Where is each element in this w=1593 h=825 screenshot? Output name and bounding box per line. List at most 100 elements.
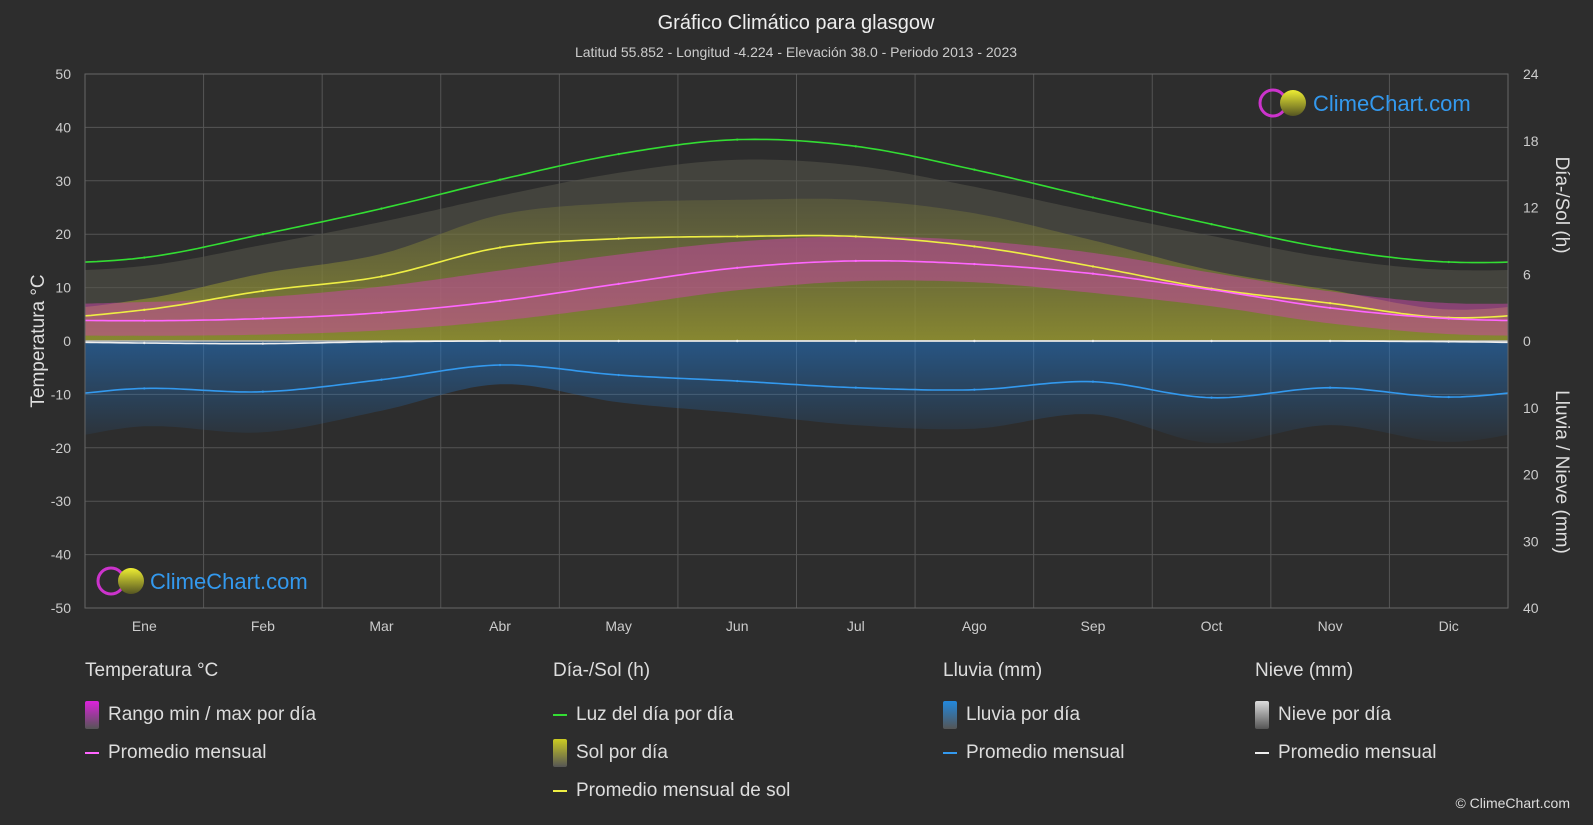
daylight-line (84, 138, 1509, 264)
y-left-tick-label: 30 (55, 173, 71, 189)
y-right-top-tick-label: 24 (1523, 66, 1539, 82)
data-point (736, 339, 739, 343)
legend-swatch (85, 701, 99, 729)
data-point (617, 152, 620, 156)
legend-swatch (1255, 752, 1269, 754)
legend-group-title: Temperatura °C (85, 660, 219, 681)
logo-sun-icon (1280, 90, 1306, 116)
data-point (736, 379, 739, 383)
y-right-top-tick-label: 18 (1523, 133, 1539, 149)
data-point (1091, 380, 1095, 383)
data-point (973, 262, 976, 266)
logo-sun-icon (118, 568, 144, 594)
legend-label: Promedio mensual (966, 742, 1125, 763)
legend-group: Lluvia (mm) Lluvia por día Promedio mensua… (943, 660, 1124, 772)
y-left-label: Temperatura °C (28, 274, 49, 407)
y-left-tick-label: -30 (51, 493, 71, 509)
watermark-top: ClimeChart.com (1258, 88, 1471, 118)
legend-item: Promedio mensual de sol (553, 772, 790, 810)
climate-chart: Gráfico Climático para glasgow Latitud 5… (28, 12, 1572, 634)
rain-area (85, 341, 1508, 444)
legend-label: Rango min / max por día (108, 704, 317, 725)
data-point (617, 339, 620, 343)
legend-item: Promedio mensual (85, 734, 316, 772)
data-point (617, 237, 620, 240)
legend-group: Temperatura °C Rango min / max por día Pro… (85, 660, 316, 772)
y-left-tick-label: -20 (51, 440, 71, 456)
legend-swatch (553, 790, 567, 792)
x-tick-label: Dic (1439, 618, 1459, 634)
legend-label: Promedio mensual (1278, 742, 1437, 763)
x-tick-label: Mar (369, 618, 393, 634)
data-point (498, 299, 502, 303)
legend-group: Día-/Sol (h) Luz del día por día Sol por d… (553, 660, 790, 810)
data-point (1328, 247, 1332, 250)
data-point (1091, 272, 1095, 275)
y-left-tick-label: 50 (55, 66, 71, 82)
data-point (1328, 339, 1332, 343)
data-point (143, 308, 146, 312)
y-left-tick-label: -50 (51, 600, 71, 616)
data-point (380, 378, 383, 381)
rain-avg-line (84, 364, 1509, 399)
legend-item: Nieve por día (1255, 696, 1436, 734)
y-left-tick-label: 40 (55, 119, 71, 135)
data-point (854, 259, 857, 263)
data-point (498, 363, 502, 367)
data-point (736, 235, 739, 238)
legend-swatch (85, 752, 99, 754)
x-tick-label: Jun (726, 618, 749, 634)
legend-label: Sol por día (576, 742, 668, 763)
legend-swatch (943, 701, 957, 729)
data-point (1328, 301, 1332, 305)
x-tick-label: Jul (847, 618, 865, 634)
data-point (261, 289, 265, 293)
data-point (1210, 222, 1213, 226)
legend-swatch (943, 752, 957, 754)
legend-group-title: Lluvia (mm) (943, 660, 1043, 681)
x-tick-label: Sep (1080, 618, 1105, 634)
data-point (854, 235, 857, 238)
legend-swatch (553, 714, 567, 716)
y-left-tick-label: -10 (51, 386, 71, 402)
data-point (973, 245, 976, 248)
data-point (380, 340, 383, 343)
y-left-tick-label: 20 (55, 226, 71, 242)
plot-area: 50 40 30 20 10 0 -10 -20 -30 -40 -50 24 18 12 6 0 10 20 30… (51, 66, 1539, 634)
data-point (854, 339, 857, 343)
data-point (854, 386, 857, 389)
legend-label: Nieve por día (1278, 704, 1392, 725)
data-point (143, 256, 146, 259)
data-point (1091, 196, 1095, 199)
y-right-bottom-label: Lluvia / Nieve (mm) (1551, 390, 1572, 554)
watermark-text: ClimeChart.com (150, 569, 308, 594)
y-right-top-tick-label: 0 (1523, 333, 1531, 349)
x-tick-label: Ene (132, 618, 157, 634)
legend-label: Promedio mensual (108, 742, 267, 763)
x-tick-label: Feb (251, 618, 275, 634)
legend-group: Nieve (mm) Nieve por día Promedio mensual (1255, 660, 1436, 772)
legend-label: Promedio mensual de sol (576, 780, 791, 801)
temp-range-area (85, 236, 1508, 336)
data-point (1447, 340, 1450, 343)
data-point (498, 246, 502, 249)
watermark-bottom: ClimeChart.com (96, 566, 308, 596)
snow-avg-line (84, 340, 1508, 345)
legend-item: Lluvia por día (943, 696, 1124, 734)
legend-group-title: Día-/Sol (h) (553, 660, 651, 681)
x-tick-label: Abr (489, 618, 511, 634)
data-point (1210, 396, 1213, 399)
legend-item: Promedio mensual (943, 734, 1124, 772)
y-right-bottom-tick-label: 30 (1523, 533, 1539, 549)
y-left-tick-label: -40 (51, 547, 71, 563)
plot-border (84, 73, 1509, 609)
sun-avg-line (84, 234, 1509, 319)
data-point (380, 275, 383, 278)
chart-subtitle: Latitud 55.852 - Longitud -4.224 - Eleva… (575, 44, 1017, 60)
legend-swatch (1255, 701, 1269, 729)
data-point (1328, 306, 1332, 310)
x-tick-label: Ago (962, 618, 987, 634)
data-point (1447, 260, 1450, 264)
legend-item: Promedio mensual (1255, 734, 1436, 772)
y-left-tick-label: 0 (63, 333, 71, 349)
